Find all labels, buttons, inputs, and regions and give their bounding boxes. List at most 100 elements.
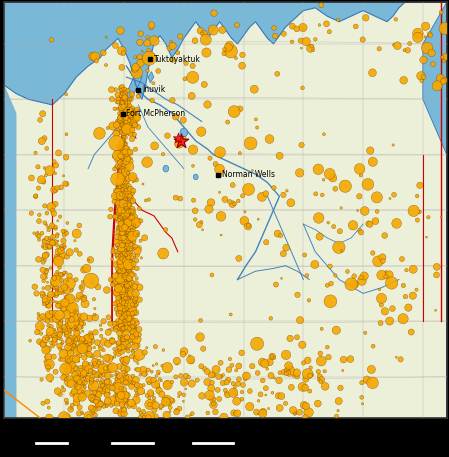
Point [122,295,129,303]
Point [127,149,134,157]
Point [96,342,103,350]
Point [94,377,101,384]
Point [78,409,85,416]
Point [73,375,80,383]
Point [282,400,289,407]
Point [305,297,313,304]
Point [118,274,125,282]
Point [131,329,138,337]
Point [378,301,385,308]
Point [129,106,136,113]
Point [103,391,110,399]
Point [271,354,278,361]
Point [176,390,183,397]
Point [120,405,127,412]
Point [121,357,128,365]
Point [194,377,201,384]
Point [117,227,124,234]
Point [280,191,287,198]
Point [122,334,129,341]
Point [122,279,129,287]
Point [73,329,80,337]
Point [41,270,48,277]
Point [169,56,176,64]
Point [52,170,59,177]
Point [74,394,81,401]
Point [48,316,55,324]
Point [42,335,49,343]
Point [116,394,123,401]
Point [180,398,187,405]
Point [120,138,127,145]
Point [142,197,150,204]
Point [122,308,129,315]
Point [42,315,49,322]
Point [102,365,109,372]
Point [63,400,70,407]
Point [69,303,76,311]
Text: Norman Wells: Norman Wells [222,170,275,179]
Point [122,153,129,160]
Point [115,252,122,260]
Point [272,281,279,288]
Point [208,271,216,279]
Point [115,216,123,223]
Point [88,352,95,359]
Point [94,339,101,346]
Point [374,208,381,215]
Point [162,398,169,405]
Point [126,271,133,278]
Point [121,219,128,227]
Point [118,120,125,128]
Point [38,324,45,331]
Point [233,398,240,405]
Point [299,341,306,348]
Point [122,128,129,136]
Point [131,303,138,311]
Point [132,290,139,297]
Point [127,315,134,323]
Point [132,243,139,250]
Point [55,248,62,255]
Point [115,269,122,276]
Point [145,47,152,54]
Point [106,213,114,220]
Point [95,400,102,407]
Point [92,411,99,419]
Point [43,296,50,303]
Point [123,110,131,117]
Point [130,214,137,221]
Point [134,319,141,327]
Point [378,295,385,302]
Point [127,259,134,266]
Point [63,329,70,336]
Point [253,409,260,416]
Point [285,369,292,376]
Point [119,336,126,343]
Point [289,22,296,30]
Point [129,323,136,330]
Point [224,377,232,384]
Point [75,410,83,417]
Point [43,242,50,250]
Point [118,228,125,235]
Point [114,97,121,105]
Point [118,196,125,203]
Point [114,228,122,236]
Point [124,274,131,281]
Point [44,364,52,371]
Point [47,291,54,298]
Point [122,232,129,239]
Point [321,367,328,375]
Point [302,375,309,383]
Point [58,340,66,347]
Point [61,231,68,239]
Point [128,331,136,339]
Point [119,327,126,335]
Point [130,178,137,186]
Point [389,305,396,312]
Point [129,316,136,324]
Point [119,123,126,130]
Point [88,396,96,403]
Point [87,256,94,264]
